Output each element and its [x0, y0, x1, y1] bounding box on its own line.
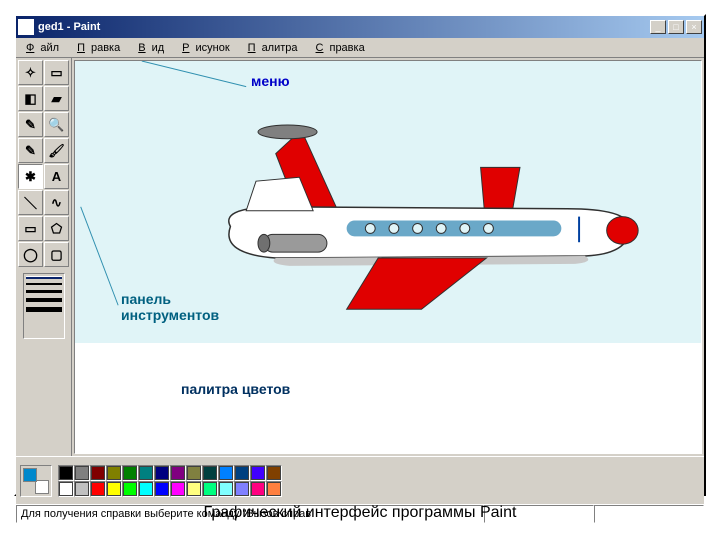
color-swatch[interactable] — [74, 481, 90, 497]
color-swatch[interactable] — [58, 465, 74, 481]
drawing-canvas[interactable]: меню панель инструментов палитра цветов — [74, 60, 702, 454]
mnemonic: П — [248, 42, 256, 54]
tool-text[interactable]: A — [44, 164, 69, 189]
mnemonic: П — [77, 42, 85, 54]
tool-magnifier[interactable]: 🔍 — [44, 112, 69, 137]
color-swatch[interactable] — [138, 465, 154, 481]
color-swatch[interactable] — [250, 481, 266, 497]
tool-spray[interactable]: ✱ — [18, 164, 43, 189]
color-swatch[interactable] — [234, 481, 250, 497]
fg-color-swatch — [23, 468, 37, 482]
client-area: ✧▭◧▰✎🔍✎🖌✱A＼∿▭⬠◯▢ — [16, 58, 704, 456]
color-swatch[interactable] — [250, 465, 266, 481]
maximize-button[interactable]: □ — [668, 20, 684, 34]
color-swatch[interactable] — [58, 481, 74, 497]
tool-polygon[interactable]: ⬠ — [44, 216, 69, 241]
tool-roundrect[interactable]: ▢ — [44, 242, 69, 267]
line-width-option[interactable] — [26, 290, 62, 293]
color-swatch[interactable] — [218, 465, 234, 481]
color-swatch[interactable] — [186, 465, 202, 481]
figure-caption: Графический интерфейс программы Paint — [0, 504, 720, 522]
color-swatch[interactable] — [202, 481, 218, 497]
tool-grid: ✧▭◧▰✎🔍✎🖌✱A＼∿▭⬠◯▢ — [18, 60, 69, 267]
menu-bar: Файл Правка Вид Рисунок Палитра Справка — [16, 38, 704, 58]
color-swatch[interactable] — [266, 481, 282, 497]
mnemonic: Р — [182, 42, 189, 54]
page-root: ged1 - Paint _ □ × Файл Правка Вид Рисун… — [0, 0, 720, 540]
color-swatch[interactable] — [186, 481, 202, 497]
annot-menu: меню — [251, 73, 290, 89]
color-swatch[interactable] — [154, 465, 170, 481]
color-swatch[interactable] — [106, 465, 122, 481]
tool-eraser[interactable]: ◧ — [18, 86, 43, 111]
tool-free-select[interactable]: ✧ — [18, 60, 43, 85]
color-swatch[interactable] — [106, 481, 122, 497]
color-swatch[interactable] — [90, 481, 106, 497]
color-grid — [58, 465, 282, 497]
color-swatch[interactable] — [218, 481, 234, 497]
color-swatch[interactable] — [170, 465, 186, 481]
color-swatch[interactable] — [266, 465, 282, 481]
color-swatch[interactable] — [90, 465, 106, 481]
color-swatch[interactable] — [170, 481, 186, 497]
mnemonic: В — [138, 42, 145, 54]
tool-rect-select[interactable]: ▭ — [44, 60, 69, 85]
window-controls: _ □ × — [650, 20, 702, 34]
color-palette-bar — [16, 456, 704, 504]
line-width-option[interactable] — [26, 307, 62, 312]
color-swatch[interactable] — [234, 465, 250, 481]
close-button[interactable]: × — [686, 20, 702, 34]
line-width-option[interactable] — [26, 276, 62, 279]
menu-view[interactable]: Вид — [132, 41, 176, 55]
tool-pencil[interactable]: ✎ — [18, 138, 43, 163]
color-swatch[interactable] — [154, 481, 170, 497]
title-bar[interactable]: ged1 - Paint _ □ × — [16, 16, 704, 38]
annot-palette: палитра цветов — [181, 381, 290, 397]
line-width-option[interactable] — [26, 283, 62, 285]
menu-file[interactable]: Файл — [20, 41, 71, 55]
color-swatch[interactable] — [122, 481, 138, 497]
app-icon — [18, 19, 34, 35]
tool-fill[interactable]: ▰ — [44, 86, 69, 111]
plane-drawing — [75, 61, 701, 453]
menu-help[interactable]: Справка — [310, 41, 377, 55]
tool-brush[interactable]: 🖌 — [44, 138, 69, 163]
color-swatch[interactable] — [122, 465, 138, 481]
tool-line[interactable]: ＼ — [18, 190, 43, 215]
menu-edit[interactable]: Правка — [71, 41, 132, 55]
line-width-options — [23, 273, 65, 339]
color-swatch[interactable] — [202, 465, 218, 481]
window-title: ged1 - Paint — [38, 21, 650, 33]
tool-curve[interactable]: ∿ — [44, 190, 69, 215]
tool-ellipse[interactable]: ◯ — [18, 242, 43, 267]
color-swatch[interactable] — [74, 465, 90, 481]
bg-color-swatch — [35, 480, 49, 494]
line-width-option[interactable] — [26, 298, 62, 302]
tool-eyedropper[interactable]: ✎ — [18, 112, 43, 137]
toolbox-panel: ✧▭◧▰✎🔍✎🖌✱A＼∿▭⬠◯▢ — [16, 58, 72, 456]
annot-panel: панель инструментов — [121, 291, 219, 323]
tool-rect[interactable]: ▭ — [18, 216, 43, 241]
fg-bg-indicator[interactable] — [20, 465, 52, 497]
color-swatch[interactable] — [138, 481, 154, 497]
menu-image[interactable]: Рисунок — [176, 41, 242, 55]
paint-window: ged1 - Paint _ □ × Файл Правка Вид Рисун… — [14, 14, 706, 496]
menu-palette[interactable]: Палитра — [242, 41, 310, 55]
minimize-button[interactable]: _ — [650, 20, 666, 34]
